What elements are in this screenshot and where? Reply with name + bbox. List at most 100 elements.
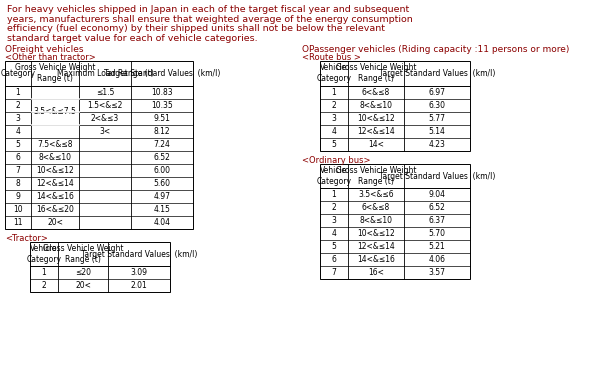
- Text: Gross Vehicle Weight
Range (t): Gross Vehicle Weight Range (t): [336, 166, 416, 186]
- Text: 12<&≤14: 12<&≤14: [36, 179, 74, 188]
- Text: 3: 3: [331, 216, 336, 225]
- Text: ≤20: ≤20: [75, 268, 91, 277]
- Text: Vehicle
Category: Vehicle Category: [317, 166, 352, 186]
- Text: 12<&≤14: 12<&≤14: [357, 242, 395, 251]
- Text: Target Standard Values  (km/l): Target Standard Values (km/l): [379, 69, 495, 78]
- Text: 20<: 20<: [75, 281, 91, 291]
- Text: OFreight vehicles: OFreight vehicles: [5, 45, 84, 54]
- Text: 3<: 3<: [100, 127, 110, 136]
- Text: Maximum Load Range (t): Maximum Load Range (t): [56, 69, 154, 78]
- Text: 1: 1: [331, 190, 336, 200]
- Text: 4.23: 4.23: [429, 140, 445, 149]
- Text: OPassenger vehicles (Riding capacity :11 persons or more): OPassenger vehicles (Riding capacity :11…: [302, 45, 569, 54]
- Text: 3.09: 3.09: [130, 268, 148, 277]
- Text: 8.12: 8.12: [154, 127, 170, 136]
- Text: 2<&≤3: 2<&≤3: [91, 114, 119, 123]
- Text: 1: 1: [42, 268, 46, 277]
- Text: Vehicle
Category: Vehicle Category: [27, 244, 62, 264]
- Text: 2: 2: [331, 203, 336, 212]
- Text: 3: 3: [331, 114, 336, 123]
- Text: 6: 6: [15, 153, 20, 162]
- Text: standard target value for each of vehicle categories.: standard target value for each of vehicl…: [7, 33, 257, 42]
- Text: 10<&≤12: 10<&≤12: [357, 230, 395, 238]
- Text: 8<&≤10: 8<&≤10: [39, 153, 72, 162]
- Text: 9: 9: [15, 192, 20, 201]
- Text: 5: 5: [15, 140, 20, 149]
- Text: 6.52: 6.52: [154, 153, 170, 162]
- Text: 7.24: 7.24: [154, 140, 170, 149]
- Text: 3.57: 3.57: [429, 268, 445, 277]
- Text: 3.5<&≤7.5: 3.5<&≤7.5: [34, 107, 76, 116]
- Text: 6<&≤8: 6<&≤8: [362, 203, 390, 212]
- Text: 10: 10: [13, 205, 23, 214]
- Text: <Tractor>: <Tractor>: [5, 234, 48, 243]
- Text: 5: 5: [331, 140, 336, 149]
- Text: 6<&≤8: 6<&≤8: [362, 88, 390, 97]
- Text: 1: 1: [15, 88, 20, 97]
- Text: 8: 8: [15, 179, 20, 188]
- Text: 4: 4: [15, 127, 20, 136]
- Text: 1.5<&≤2: 1.5<&≤2: [87, 101, 123, 110]
- Text: Gross Vehicle Weight
Range (t): Gross Vehicle Weight Range (t): [15, 63, 95, 83]
- Text: 16<&≤20: 16<&≤20: [36, 205, 74, 214]
- Bar: [320, 164, 470, 279]
- Text: 4.97: 4.97: [154, 192, 171, 201]
- Text: 6.00: 6.00: [154, 166, 171, 175]
- Text: Gross Vehicle Weight
Range (t): Gross Vehicle Weight Range (t): [43, 244, 123, 264]
- Text: 2: 2: [331, 101, 336, 110]
- Text: 12<&≤14: 12<&≤14: [357, 127, 395, 136]
- Text: 5.21: 5.21: [429, 242, 445, 251]
- Text: 14<: 14<: [368, 140, 384, 149]
- Text: 5.70: 5.70: [429, 230, 445, 238]
- Text: 10.83: 10.83: [151, 88, 173, 97]
- Text: 14<&≤16: 14<&≤16: [36, 192, 74, 201]
- Text: 16<: 16<: [368, 268, 384, 277]
- Text: <Other than tractor>: <Other than tractor>: [5, 53, 95, 62]
- Text: efficiency (fuel economy) by their shipped units shall not be below the relevant: efficiency (fuel economy) by their shipp…: [7, 24, 385, 33]
- Text: 7: 7: [331, 268, 336, 277]
- Text: 10.35: 10.35: [151, 101, 173, 110]
- Text: 7.5<&≤8: 7.5<&≤8: [37, 140, 73, 149]
- Text: 9.51: 9.51: [154, 114, 170, 123]
- Text: 8<&≤10: 8<&≤10: [359, 216, 393, 225]
- Text: 11: 11: [13, 218, 23, 227]
- Text: 2: 2: [42, 281, 46, 291]
- Text: 9.04: 9.04: [429, 190, 445, 200]
- Text: 2: 2: [15, 101, 20, 110]
- Text: 1: 1: [331, 88, 336, 97]
- Text: 5.14: 5.14: [429, 127, 445, 136]
- Text: 4.04: 4.04: [154, 218, 171, 227]
- Text: 6: 6: [331, 256, 336, 265]
- Text: For heavy vehicles shipped in Japan in each of the target fiscal year and subseq: For heavy vehicles shipped in Japan in e…: [7, 5, 409, 14]
- Text: 7: 7: [15, 166, 20, 175]
- Text: <Route bus >: <Route bus >: [302, 53, 361, 62]
- Text: 6.37: 6.37: [429, 216, 445, 225]
- Bar: [30, 242, 170, 293]
- Text: years, manufacturers shall ensure that weighted average of the energy consumptio: years, manufacturers shall ensure that w…: [7, 14, 413, 23]
- Text: Target Standard Values  (km/l): Target Standard Values (km/l): [81, 250, 197, 259]
- Text: Gross Vehicle Weight
Range (t): Gross Vehicle Weight Range (t): [336, 63, 416, 83]
- Text: 8<&≤10: 8<&≤10: [359, 101, 393, 110]
- Text: 3.5<&≤6: 3.5<&≤6: [358, 190, 394, 200]
- Text: 10<&≤12: 10<&≤12: [36, 166, 74, 175]
- Text: 4: 4: [331, 230, 336, 238]
- Text: Category: Category: [1, 69, 36, 78]
- Text: Target Standard Values  (km/l): Target Standard Values (km/l): [379, 172, 495, 180]
- Text: 3: 3: [15, 114, 20, 123]
- Bar: [320, 61, 470, 151]
- Text: 2.01: 2.01: [130, 281, 148, 291]
- Text: 5.60: 5.60: [154, 179, 171, 188]
- Text: 6.97: 6.97: [429, 88, 445, 97]
- Text: Vehicle
Category: Vehicle Category: [317, 63, 352, 83]
- Text: ≤1.5: ≤1.5: [96, 88, 114, 97]
- Text: Target Standard Values  (km/l): Target Standard Values (km/l): [104, 69, 220, 78]
- Text: 6.30: 6.30: [429, 101, 445, 110]
- Text: 5.77: 5.77: [429, 114, 445, 123]
- Text: 4.06: 4.06: [429, 256, 445, 265]
- Text: 10<&≤12: 10<&≤12: [357, 114, 395, 123]
- Text: 4: 4: [331, 127, 336, 136]
- Text: 20<: 20<: [47, 218, 63, 227]
- Text: 4.15: 4.15: [154, 205, 170, 214]
- Text: 14<&≤16: 14<&≤16: [357, 256, 395, 265]
- Bar: [5, 61, 193, 229]
